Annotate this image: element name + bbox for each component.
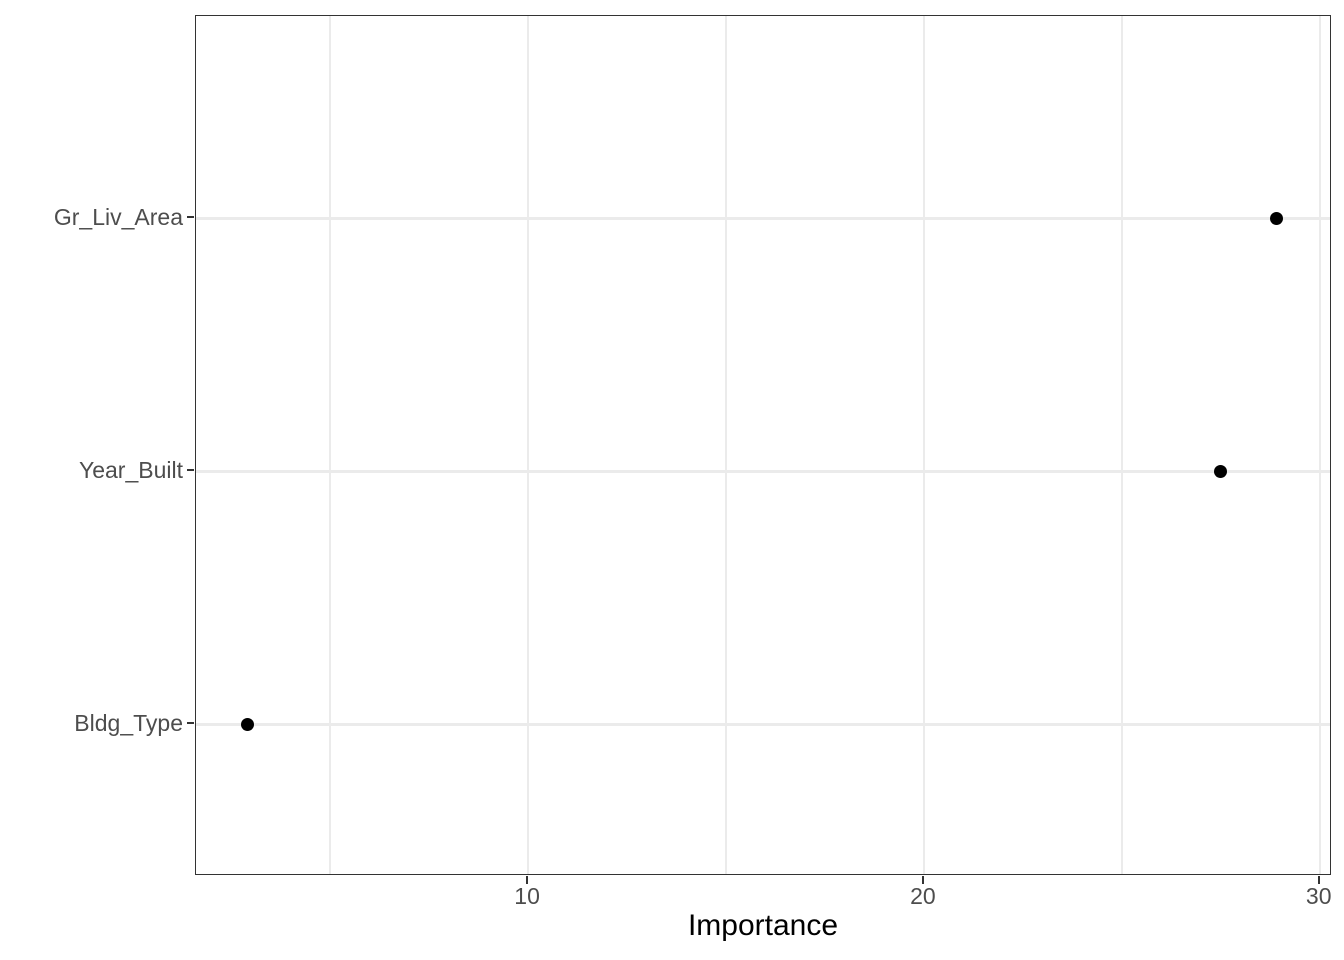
y-tick-mark-Gr_Liv_Area [187, 216, 194, 219]
x-tick-label-30: 30 [1305, 883, 1332, 909]
gridline-y-Bldg_Type [196, 722, 1330, 726]
x-tick-mark-10 [526, 876, 529, 884]
data-point-Bldg_Type [240, 717, 254, 731]
gridline-x-major-10 [527, 16, 530, 874]
gridline-x-minor-25 [1120, 16, 1123, 874]
x-tick-label-20: 20 [910, 883, 936, 909]
y-tick-mark-Year_Built [187, 469, 194, 472]
x-axis-title: Importance [687, 909, 839, 942]
x-tick-label-10: 10 [514, 883, 540, 909]
gridline-x-major-20 [922, 16, 925, 874]
gridline-x-minor-15 [725, 16, 727, 874]
y-tick-label-Year_Built: Year_Built [78, 457, 183, 484]
y-tick-mark-Bldg_Type [187, 722, 194, 725]
y-tick-label-Bldg_Type: Bldg_Type [74, 710, 183, 737]
data-point-Gr_Liv_Area [1269, 211, 1283, 225]
plot-panel [195, 15, 1331, 875]
gridline-x-major-30 [1318, 16, 1321, 874]
gridline-x-minor-5 [329, 16, 332, 874]
gridline-y-Year_Built [196, 469, 1330, 473]
y-tick-label-Gr_Liv_Area: Gr_Liv_Area [53, 204, 183, 231]
data-point-Year_Built [1214, 464, 1228, 478]
x-tick-mark-30 [1317, 876, 1320, 884]
x-tick-mark-20 [921, 876, 924, 884]
gridline-y-Gr_Liv_Area [196, 216, 1330, 220]
